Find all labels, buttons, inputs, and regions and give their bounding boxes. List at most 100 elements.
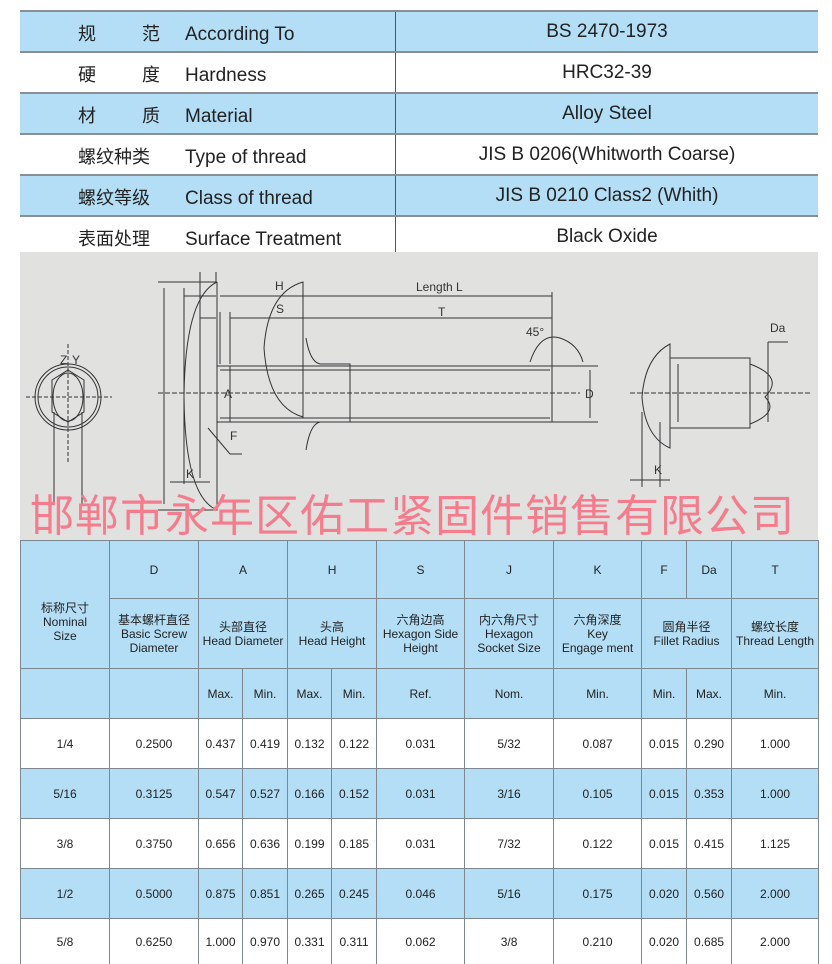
- label-y: Y: [72, 353, 80, 367]
- label-t: T: [438, 305, 446, 319]
- table-cell: 0.031: [376, 818, 466, 869]
- table-cell: 0.122: [331, 718, 378, 769]
- description-en: Diameter: [129, 640, 179, 655]
- table-cell: 0.046: [376, 868, 466, 919]
- end-view: Z Y: [26, 344, 112, 504]
- table-cell: 3/8: [464, 918, 555, 964]
- table-cell: 0.015: [641, 768, 688, 819]
- table-cell: 0.560: [686, 868, 733, 919]
- table-cell: 0.331: [287, 918, 333, 964]
- description-header: 六角深度 Key Engage ment: [553, 598, 643, 669]
- table-cell: 5/8: [20, 918, 110, 964]
- table-cell: 3/8: [20, 818, 110, 869]
- spec-value: HRC32-39: [395, 52, 818, 94]
- spec-label-cn-part: 螺纹种类: [78, 147, 150, 168]
- description-cn: 头高: [320, 619, 345, 634]
- description-en: Head Height: [298, 633, 366, 648]
- unit-header: [109, 668, 199, 719]
- label-s: S: [276, 302, 284, 316]
- spec-label-cn-part: 质: [142, 106, 160, 127]
- table-cell: 3/16: [464, 768, 555, 819]
- table-cell: 0.970: [241, 918, 289, 964]
- symbol-header: J: [464, 540, 555, 599]
- description-header: 内六角尺寸 Hexagon Socket Size: [464, 598, 555, 669]
- label-h: H: [275, 279, 284, 293]
- description-cn: 六角边高: [396, 612, 445, 627]
- symbol-header: T: [731, 540, 820, 599]
- description-en: Hexagon Side: [382, 626, 459, 641]
- symbol-header: K: [553, 540, 643, 599]
- spec-label-cn: 螺纹等级: [78, 184, 160, 210]
- table-cell: 5/16: [464, 868, 555, 919]
- table-cell: 0.353: [686, 768, 733, 819]
- table-cell: 1/2: [20, 868, 110, 919]
- unit-header: Min.: [553, 668, 643, 719]
- spec-table: 规范 According To BS 2470-1973 硬度 Hardness HRC3…: [20, 10, 818, 258]
- spec-label-cn-part: 范: [142, 24, 160, 45]
- symbol-header: S: [376, 540, 466, 599]
- description-en: Fillet Radius: [653, 633, 720, 648]
- table-cell: 0.636: [241, 818, 289, 869]
- table-cell: 0.3125: [109, 768, 199, 819]
- description-en: Key: [587, 626, 608, 641]
- table-cell: 0.175: [553, 868, 643, 919]
- description-cn: 六角深度: [573, 612, 622, 627]
- table-cell: 0.6250: [109, 918, 199, 964]
- nominal-size-header: 标称尺寸 Nominal Size: [20, 540, 110, 669]
- spec-label: 硬度 Hardness: [20, 52, 396, 94]
- table-cell: 0.185: [331, 818, 378, 869]
- description-header: 圆角半径 Fillet Radius: [641, 598, 733, 669]
- spec-label-cn: 螺纹种类: [78, 143, 160, 169]
- table-cell: 0.685: [686, 918, 733, 964]
- table-cell: 1/4: [20, 718, 110, 769]
- spec-value: BS 2470-1973: [395, 10, 818, 53]
- description-cn: 圆角半径: [662, 619, 711, 634]
- table-cell: 0.265: [287, 868, 333, 919]
- symbol-header: Da: [686, 540, 733, 599]
- label-length: Length L: [416, 280, 463, 294]
- table-row: 1/2 0.5000 0.875 0.851 0.265 0.245 0.046 5/16 0.…: [20, 868, 820, 919]
- spec-label-cn-part: 螺纹等级: [78, 188, 150, 209]
- spec-value: Black Oxide: [395, 216, 818, 258]
- description-en: Thread Length: [736, 633, 815, 648]
- table-cell: 0.437: [198, 718, 243, 769]
- screw-drawing: Z Y: [20, 252, 818, 540]
- label-angle: 45°: [526, 325, 544, 339]
- spec-label-cn: 表面处理: [78, 225, 160, 251]
- spec-label-cn-part: 规: [78, 24, 96, 45]
- spec-label: 规范 According To: [20, 10, 396, 53]
- spec-label-en: Surface Treatment: [185, 229, 342, 250]
- description-cn: 基本螺杆直径: [117, 612, 190, 627]
- spec-label-en: Type of thread: [185, 147, 307, 168]
- description-header: 螺纹长度 Thread Length: [731, 598, 820, 669]
- spec-label-cn-part: 材: [78, 106, 96, 127]
- detail-view: Da K: [630, 321, 810, 487]
- table-cell: 0.015: [641, 718, 688, 769]
- table-cell: 0.166: [287, 768, 333, 819]
- spec-row: 材质 Material Alloy Steel: [20, 93, 818, 135]
- header-symbol-row: 标称尺寸 Nominal Size D A H S J K F Da T: [20, 540, 820, 669]
- table-cell: 0.031: [376, 768, 466, 819]
- spec-label-cn-part: 度: [142, 65, 160, 86]
- company-watermark: 邯郸市永年区佑工紧固件销售有限公司: [30, 491, 795, 542]
- description-en: Engage ment: [561, 640, 634, 655]
- label-da: Da: [770, 321, 786, 335]
- table-cell: 0.851: [241, 868, 289, 919]
- spec-label: 螺纹种类 Type of thread: [20, 134, 396, 176]
- table-cell: 2.000: [731, 868, 820, 919]
- description-en: Head Diameter: [202, 633, 284, 648]
- unit-header: Nom.: [464, 668, 555, 719]
- unit-header: Min.: [641, 668, 688, 719]
- table-cell: 0.020: [641, 868, 688, 919]
- table-cell: 0.062: [376, 918, 466, 964]
- unit-header: Max.: [198, 668, 243, 719]
- nominal-size-text: Nominal: [42, 615, 87, 629]
- table-cell: 0.105: [553, 768, 643, 819]
- spec-label-cn: 硬度: [78, 61, 160, 87]
- description-header: 基本螺杆直径 Basic Screw Diameter: [109, 598, 199, 669]
- table-cell: 0.3750: [109, 818, 199, 869]
- table-cell: 0.122: [553, 818, 643, 869]
- description-header: 六角边高 Hexagon Side Height: [376, 598, 466, 669]
- table-cell: 0.031: [376, 718, 466, 769]
- description-en: Basic Screw: [120, 626, 188, 641]
